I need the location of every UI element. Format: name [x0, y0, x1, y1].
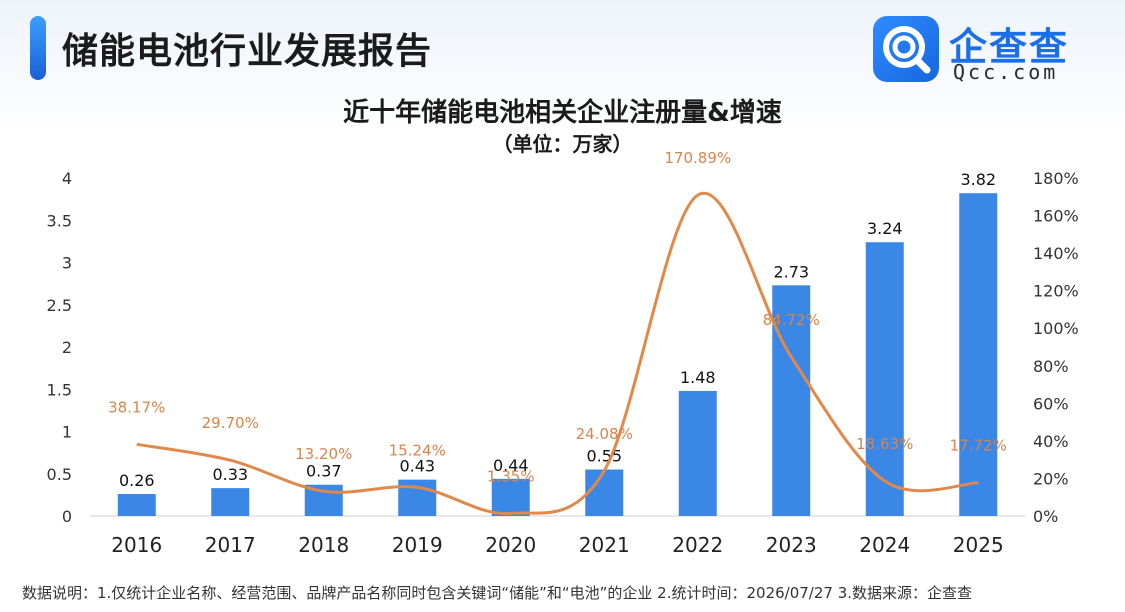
line-value-label: 18.63% — [856, 435, 913, 453]
x-tick-label: 2021 — [579, 533, 630, 557]
y-left-tick-label: 4 — [62, 169, 72, 188]
line-value-label: 38.17% — [108, 398, 165, 416]
y-right-tick-label: 60% — [1033, 394, 1069, 413]
y-right-tick-label: 160% — [1033, 207, 1079, 226]
header-accent-bar — [30, 16, 46, 80]
x-tick-label: 2022 — [672, 533, 723, 557]
qcc-logo-icon — [873, 16, 939, 82]
x-tick-label: 2018 — [298, 533, 349, 557]
logo-text-cn: 企查查 — [949, 25, 1070, 69]
x-tick-label: 2017 — [205, 533, 256, 557]
bar-value-label: 2.73 — [773, 262, 809, 281]
chart-subtitle: （单位：万家） — [492, 132, 633, 156]
y-left-tick-label: 3.5 — [47, 211, 72, 230]
y-right-tick-label: 0% — [1033, 507, 1058, 526]
line-value-label: 15.24% — [389, 441, 446, 459]
line-value-label: 29.70% — [202, 414, 259, 432]
bar — [398, 479, 437, 516]
footnote: 数据说明：1.仅统计企业名称、经营范围、品牌产品名称同时包含关键词“储能”和“电… — [22, 584, 973, 602]
x-tick-label: 2025 — [953, 533, 1004, 557]
line-value-label: 13.20% — [295, 445, 352, 463]
chart-title: 近十年储能电池相关企业注册量&增速 — [343, 98, 782, 128]
report-title: 储能电池行业发展报告 — [62, 31, 433, 72]
y-left-tick-label: 2 — [62, 338, 72, 357]
bar — [491, 478, 530, 516]
y-right-tick-label: 120% — [1033, 282, 1079, 301]
line-value-label: 17.72% — [950, 437, 1007, 455]
x-tick-label: 2023 — [766, 533, 817, 557]
line-value-label: 24.08% — [576, 425, 633, 443]
y-left-tick-label: 3 — [62, 254, 72, 273]
combo-chart: 00.511.522.533.540%20%40%60%80%100%120%1… — [47, 149, 1079, 557]
bar — [865, 242, 904, 516]
y-left-tick-label: 0 — [62, 507, 72, 526]
logo-text-en: Qcc.com — [953, 60, 1059, 84]
y-left-tick-label: 1 — [62, 423, 72, 442]
bar — [959, 193, 998, 516]
y-left-tick-label: 0.5 — [47, 465, 72, 484]
bar-value-label: 3.24 — [867, 219, 903, 238]
bar — [211, 488, 250, 516]
bar-value-label: 0.33 — [212, 465, 248, 484]
bar — [585, 469, 624, 516]
bar — [117, 494, 156, 516]
bar — [678, 390, 717, 516]
line-value-label: 170.89% — [664, 149, 731, 167]
y-left-tick-label: 2.5 — [47, 296, 72, 315]
y-right-tick-label: 20% — [1033, 469, 1069, 488]
line-value-label: 84.72% — [763, 311, 820, 329]
brand-logo: 企查查 Qcc.com — [873, 16, 1079, 84]
bar-value-label: 0.55 — [586, 447, 622, 466]
y-right-tick-label: 180% — [1033, 169, 1079, 188]
bar-value-label: 0.37 — [306, 462, 342, 481]
bar-value-label: 0.43 — [399, 457, 435, 476]
bar-value-label: 1.48 — [680, 368, 716, 387]
growth-rate-line — [136, 191, 979, 516]
bar — [772, 285, 811, 516]
x-tick-label: 2020 — [485, 533, 536, 557]
x-tick-label: 2024 — [859, 533, 910, 557]
bar-value-label: 0.26 — [119, 471, 155, 490]
y-right-tick-label: 80% — [1033, 357, 1069, 376]
bar-value-label: 3.82 — [960, 170, 996, 189]
line-value-label: 1.35% — [487, 467, 535, 485]
x-tick-label: 2019 — [392, 533, 443, 557]
y-right-tick-label: 40% — [1033, 432, 1069, 451]
y-left-tick-label: 1.5 — [47, 380, 72, 399]
bar-value-label: 0.44 — [493, 456, 529, 475]
x-tick-label: 2016 — [111, 533, 162, 557]
y-right-tick-label: 100% — [1033, 319, 1079, 338]
y-right-tick-label: 140% — [1033, 244, 1079, 263]
